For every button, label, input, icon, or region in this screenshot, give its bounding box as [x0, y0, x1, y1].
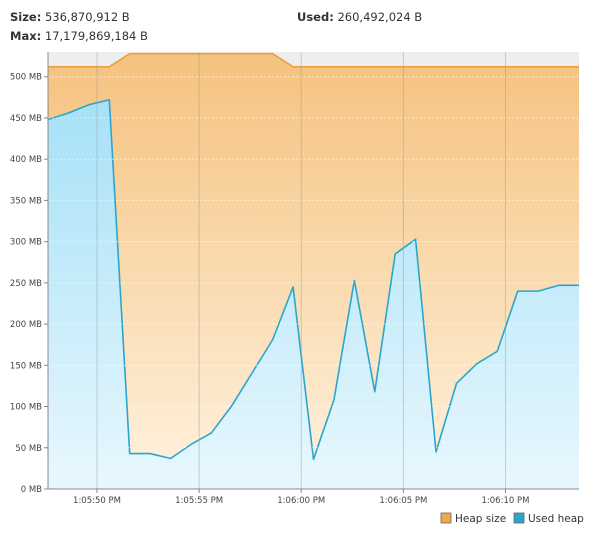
y-tick-label: 0 MB [21, 485, 42, 495]
used-heap-line [47, 99, 579, 461]
y-tick-label: 200 MB [10, 320, 42, 330]
x-tick-label: 1:06:00 PM [277, 496, 325, 506]
y-tick-label: 400 MB [10, 155, 42, 165]
series-areas [47, 52, 579, 490]
legend-swatch-heap-size [440, 512, 452, 524]
y-tick-label: 350 MB [10, 196, 42, 206]
heap-size-value: 536,870,912 B [44, 10, 130, 24]
heap-size-line [48, 52, 579, 68]
legend-label-heap-size: Heap size [455, 513, 506, 525]
legend: Heap size Used heap [440, 512, 584, 525]
heap-max-value: 17,179,869,184 B [44, 29, 148, 43]
y-tick-label: 300 MB [10, 238, 42, 248]
x-tick-label: 1:06:10 PM [482, 496, 530, 506]
heap-used-stat: Used: 260,492,024 B [297, 10, 422, 24]
x-tick-label: 1:05:55 PM [175, 496, 223, 506]
heap-used-value: 260,492,024 B [337, 10, 423, 24]
y-tick-label: 450 MB [10, 114, 42, 124]
y-tick-label: 150 MB [10, 361, 42, 371]
heap-max-stat: Max: 17,179,869,184 B [10, 29, 148, 43]
heap-size-label: Size: [10, 10, 42, 24]
heap-size-stat: Size: 536,870,912 B [10, 10, 130, 24]
x-tick-label: 1:05:50 PM [73, 496, 121, 506]
y-tick-label: 100 MB [10, 403, 42, 413]
y-tick-label: 50 MB [15, 444, 42, 454]
heap-used-label: Used: [297, 10, 334, 24]
grid-lines [48, 52, 579, 489]
x-tick-label: 1:06:05 PM [379, 496, 427, 506]
y-tick-label: 500 MB [10, 73, 42, 83]
legend-swatch-used-heap [513, 512, 525, 524]
heap-size-area [48, 53, 579, 490]
used-heap-area [48, 99, 579, 490]
legend-label-used-heap: Used heap [528, 513, 584, 525]
axes: 0 MB 50 MB 100 MB 150 MB 200 MB 250 MB 300 MB 3… [10, 52, 579, 506]
y-tick-label: 250 MB [10, 279, 42, 289]
heap-max-label: Max: [10, 29, 42, 43]
